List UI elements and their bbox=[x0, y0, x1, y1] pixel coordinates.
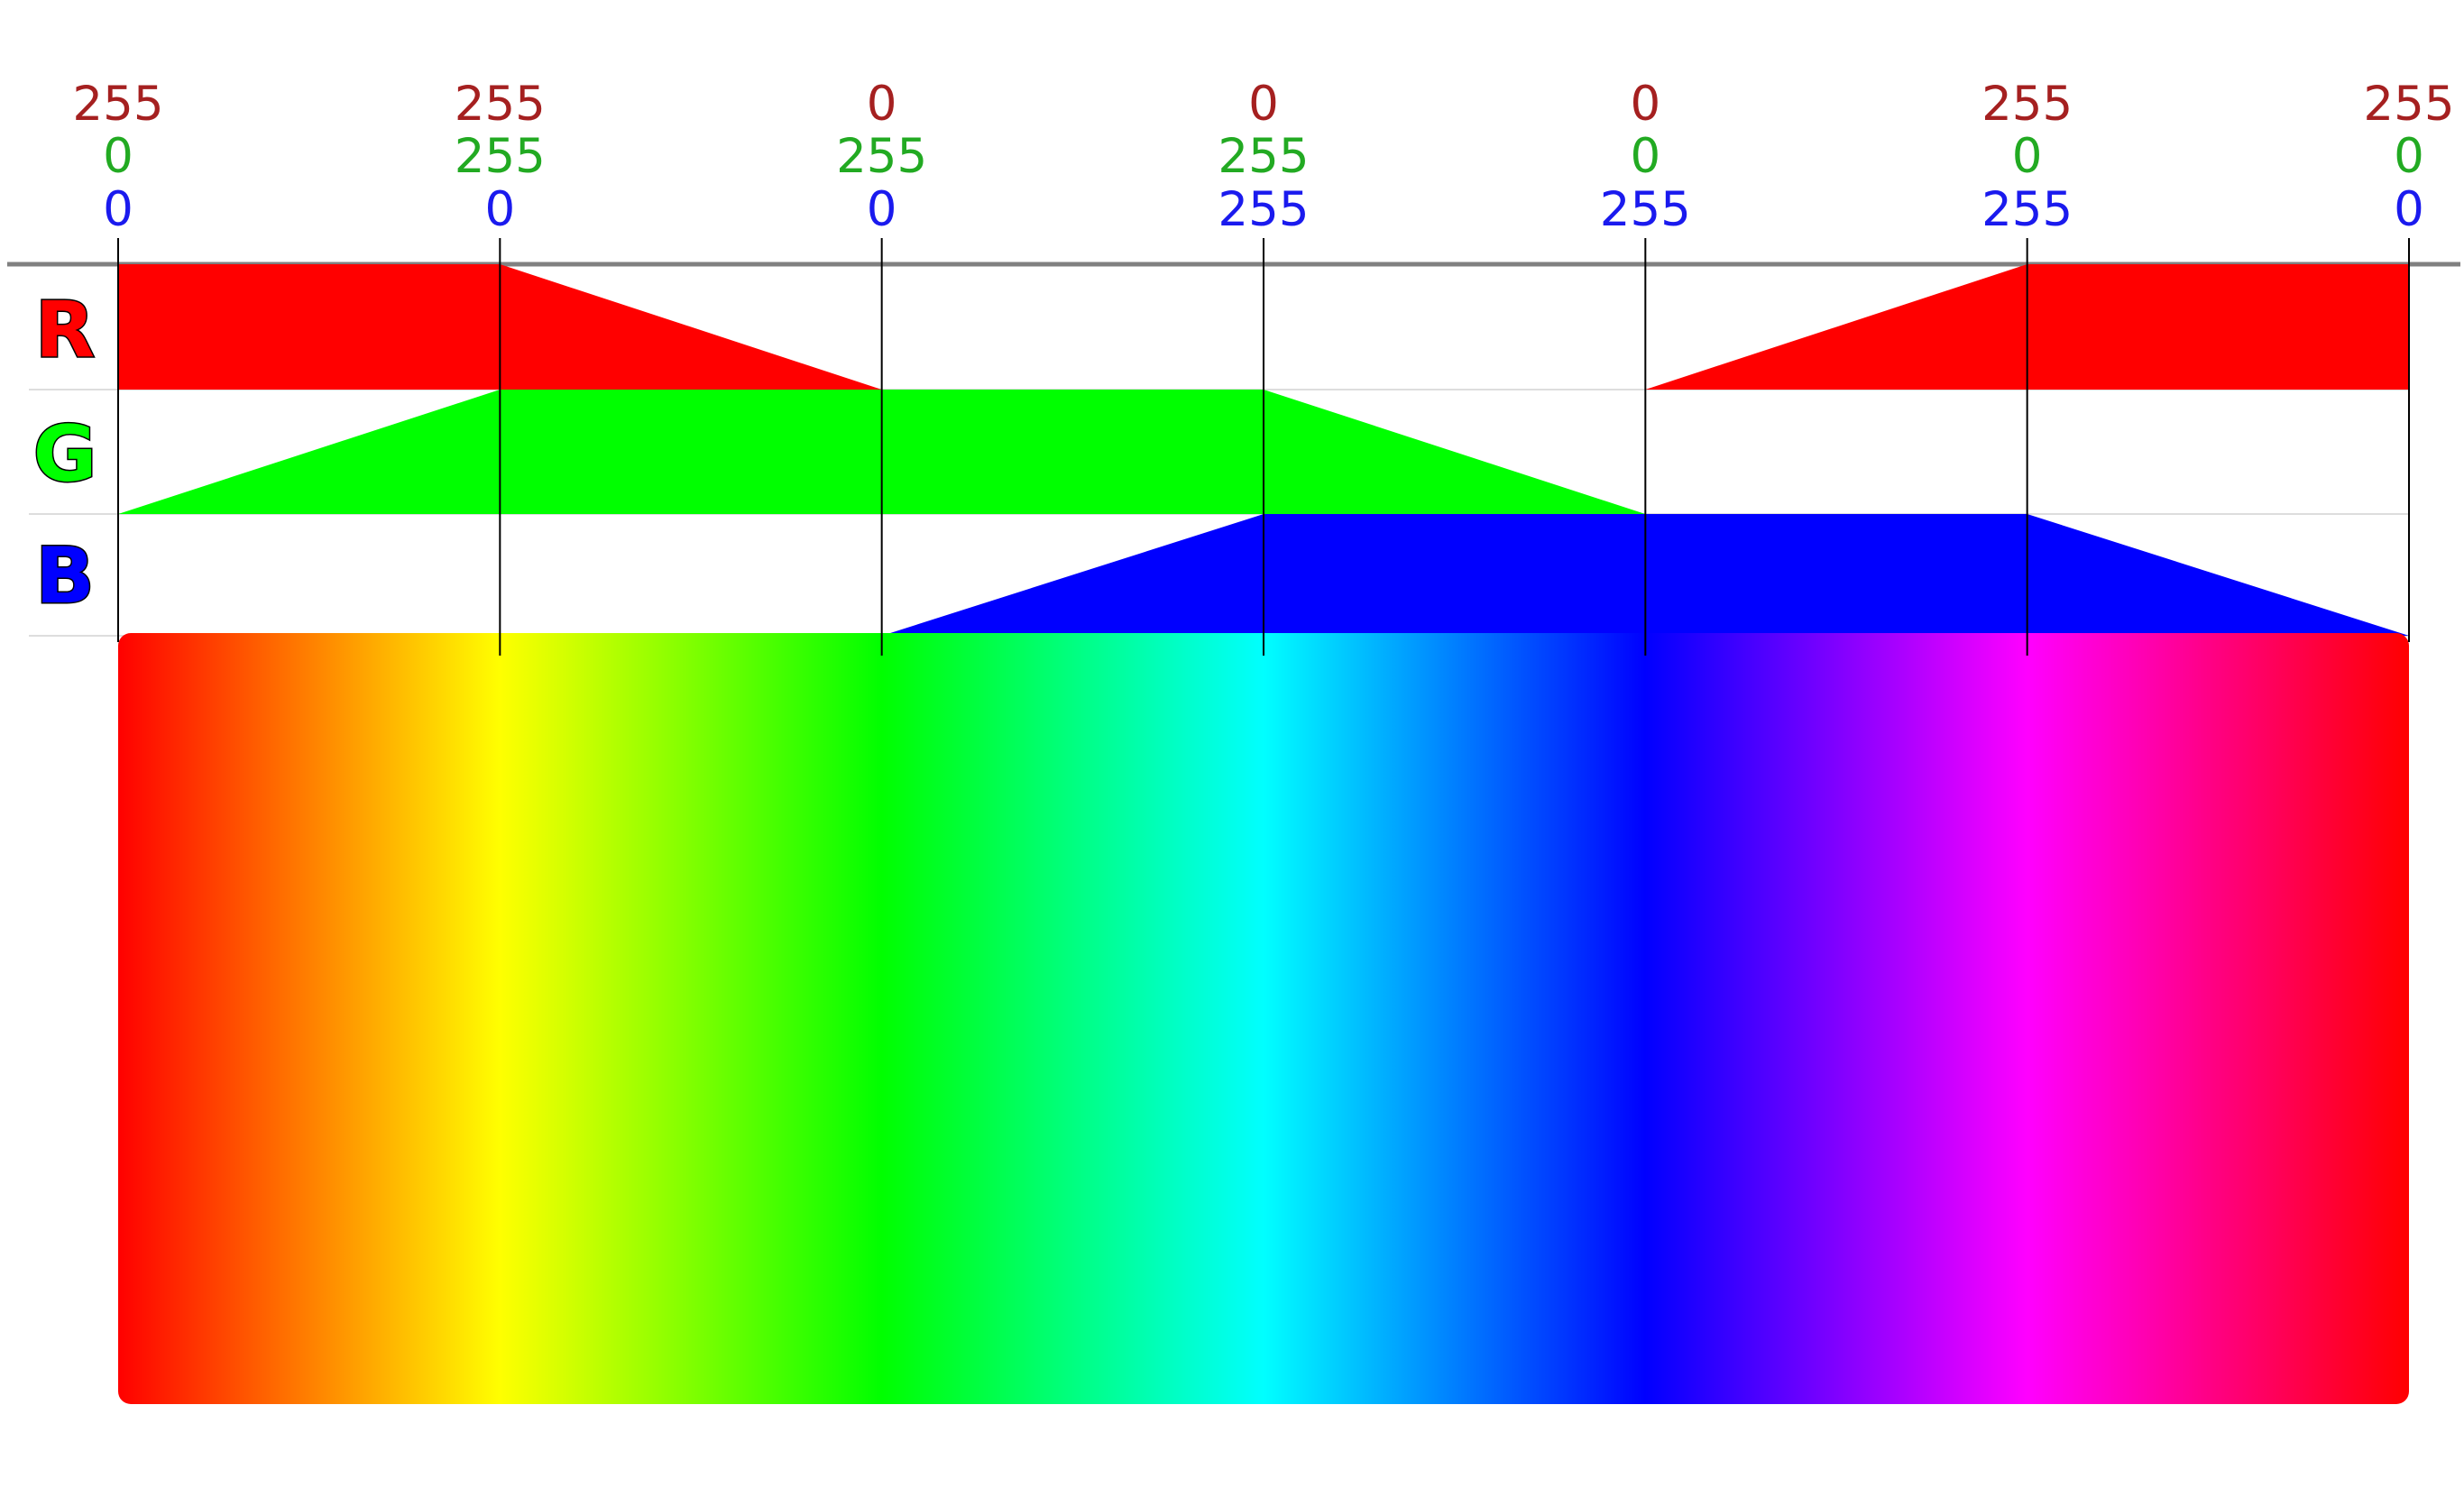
stop-r-value: 0 bbox=[867, 77, 897, 132]
channel-label-g: G bbox=[33, 409, 97, 500]
stop-r-value: 255 bbox=[455, 77, 546, 132]
stop-b-value: 0 bbox=[484, 182, 515, 237]
stop-markers bbox=[117, 238, 2410, 656]
channel-label-r: R bbox=[35, 285, 95, 375]
stop-g-value: 0 bbox=[1630, 129, 1660, 184]
stop-g-value: 255 bbox=[455, 129, 546, 184]
stop-b-value: 255 bbox=[1981, 182, 2073, 237]
stop-r-value: 0 bbox=[1630, 77, 1660, 132]
hue-gradient-bar bbox=[118, 633, 2409, 1404]
stop-value-labels: 2550025525500255002552550025525502552550… bbox=[7, 77, 2460, 637]
stop-g-value: 255 bbox=[1218, 129, 1309, 184]
stop-r-value: 255 bbox=[72, 77, 163, 132]
stop-g-value: 0 bbox=[103, 129, 133, 184]
hue-gradient bbox=[118, 633, 2409, 1404]
stop-r-value: 255 bbox=[2363, 77, 2454, 132]
stop-b-value: 0 bbox=[2394, 182, 2424, 237]
stop-b-value: 0 bbox=[103, 182, 133, 237]
stop-b-value: 0 bbox=[867, 182, 897, 237]
stop-b-value: 255 bbox=[1600, 182, 1691, 237]
channel-label-b: B bbox=[35, 531, 95, 621]
stop-g-value: 0 bbox=[2012, 129, 2043, 184]
stop-g-value: 0 bbox=[2394, 129, 2424, 184]
stop-g-value: 255 bbox=[836, 129, 927, 184]
band-r bbox=[118, 264, 2409, 390]
stop-r-value: 255 bbox=[1981, 77, 2073, 132]
stop-r-value: 0 bbox=[1248, 77, 1279, 132]
stop-b-value: 255 bbox=[1218, 182, 1309, 237]
